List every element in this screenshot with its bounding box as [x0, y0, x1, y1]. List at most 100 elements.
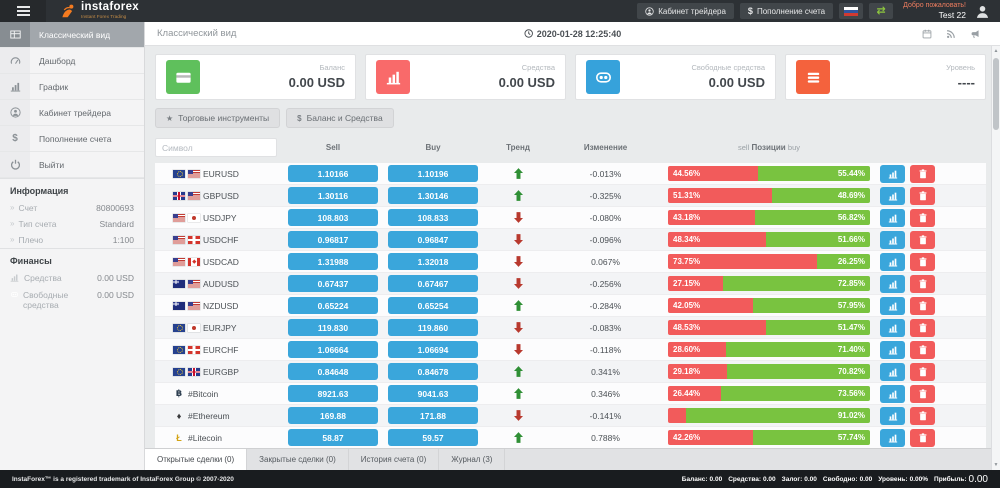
power-icon	[0, 152, 30, 177]
chart-button[interactable]	[880, 406, 905, 425]
chart-button[interactable]	[880, 230, 905, 249]
sell-price-button[interactable]: 1.06664	[288, 341, 378, 358]
chart-button[interactable]	[880, 186, 905, 205]
sell-price-button[interactable]: 0.65224	[288, 297, 378, 314]
chart-button[interactable]	[880, 296, 905, 315]
delete-button[interactable]	[910, 252, 935, 271]
language-flag-button[interactable]	[839, 3, 864, 19]
sidebar-item-chart[interactable]: График	[0, 74, 144, 100]
delete-button[interactable]	[910, 384, 935, 403]
trader-cabinet-button[interactable]: Кабинет трейдера	[637, 3, 734, 19]
tab-open-trades[interactable]: Открытые сделки (0)	[145, 449, 248, 470]
chevron-right-icon: »	[10, 203, 15, 212]
sidebar-item-logout[interactable]: Выйти	[0, 152, 144, 178]
sell-price-button[interactable]: 0.96817	[288, 231, 378, 248]
sell-price-button[interactable]: 58.87	[288, 429, 378, 446]
account-switch-button[interactable]: ⇄	[869, 3, 894, 19]
delete-button[interactable]	[910, 230, 935, 249]
table-header: Sell Buy Тренд Изменение sell Позиции bu…	[155, 136, 986, 163]
buy-price-button[interactable]: 0.96847	[388, 231, 478, 248]
delete-button[interactable]	[910, 362, 935, 381]
footer-totals: Баланс: 0.00 Средства: 0.00 Залог: 0.00 Свобод…	[682, 474, 988, 485]
buy-price-button[interactable]: 119.860	[388, 319, 478, 336]
sell-price-button[interactable]: 1.10166	[288, 165, 378, 182]
sidebar-item-dashboard[interactable]: Дашборд	[0, 48, 144, 74]
chart-button[interactable]	[880, 274, 905, 293]
sidebar-item-deposit[interactable]: $ Пополнение счета	[0, 126, 144, 152]
sidebar-item-trader-cabinet[interactable]: Кабинет трейдера	[0, 100, 144, 126]
avatar[interactable]	[975, 4, 990, 19]
bitcoin-icon: ฿	[175, 388, 183, 398]
chevron-right-icon: »	[10, 219, 15, 228]
sidebar-item-label: Кабинет трейдера	[39, 107, 111, 118]
delete-button[interactable]	[910, 164, 935, 183]
symbol-cell: EURJPY	[155, 323, 283, 333]
instaforex-logo[interactable]: instaforex Instant Forex Trading	[46, 2, 139, 20]
rss-icon[interactable]	[946, 29, 956, 39]
tab-account-history[interactable]: История счета (0)	[349, 449, 440, 470]
scroll-up-icon[interactable]: ▲	[993, 48, 999, 54]
delete-button[interactable]	[910, 406, 935, 425]
sell-price-button[interactable]: 169.88	[288, 407, 378, 424]
megaphone-icon[interactable]	[970, 29, 980, 39]
balance-funds-button[interactable]: $ Баланс и Средства	[286, 108, 394, 128]
sell-price-button[interactable]: 108.803	[288, 209, 378, 226]
symbol-search-input[interactable]	[155, 138, 277, 157]
buy-price-button[interactable]: 0.67467	[388, 275, 478, 292]
chart-button[interactable]	[880, 428, 905, 447]
chart-button[interactable]	[880, 164, 905, 183]
table-row: ♦ #Ethereum 169.88 171.88 -0.141% 91.02%	[155, 405, 986, 427]
sidebar-info-section: Информация » Счет 80800693» Тип счета Standa…	[0, 178, 144, 248]
buy-price-button[interactable]: 59.57	[388, 429, 478, 446]
sell-price-button[interactable]: 0.84648	[288, 363, 378, 380]
delete-button[interactable]	[910, 186, 935, 205]
change-value: 0.341%	[591, 366, 620, 377]
sidebar-item-classic-view[interactable]: Классический вид	[0, 22, 144, 48]
chart-button[interactable]	[880, 252, 905, 271]
sell-price-button[interactable]: 1.30116	[288, 187, 378, 204]
trading-instruments-button[interactable]: ★ Торговые инструменты	[155, 108, 281, 128]
vertical-scrollbar[interactable]: ▲ ▼	[991, 46, 1000, 470]
footer-total-label: Баланс:	[681, 475, 708, 483]
sell-price-button[interactable]: 1.31988	[288, 253, 378, 270]
chart-button[interactable]	[880, 318, 905, 337]
tab-closed-trades[interactable]: Закрытые сделки (0)	[247, 449, 349, 470]
buy-price-button[interactable]: 1.32018	[388, 253, 478, 270]
datetime-label: 2020-01-28 12:25:40	[536, 28, 622, 39]
scrollbar-thumb[interactable]	[993, 58, 999, 130]
symbol-column-header	[155, 138, 283, 157]
sell-price-button[interactable]: 0.67437	[288, 275, 378, 292]
tab-journal[interactable]: Журнал (3)	[439, 449, 506, 470]
flag-us-icon	[188, 191, 200, 200]
delete-button[interactable]	[910, 318, 935, 337]
buy-price-button[interactable]: 9041.63	[388, 385, 478, 402]
delete-button[interactable]	[910, 274, 935, 293]
trend-cell	[483, 168, 553, 179]
scroll-down-icon[interactable]: ▼	[993, 462, 999, 468]
delete-button[interactable]	[910, 296, 935, 315]
chart-button[interactable]	[880, 362, 905, 381]
buy-price-button[interactable]: 1.10196	[388, 165, 478, 182]
chart-button[interactable]	[880, 340, 905, 359]
calendar-icon[interactable]	[922, 29, 932, 39]
table-row: NZDUSD 0.65224 0.65254 -0.284% 42.05% 57.95%	[155, 295, 986, 317]
delete-button[interactable]	[910, 208, 935, 227]
buy-price-button[interactable]: 171.88	[388, 407, 478, 424]
buy-price-button[interactable]: 1.06694	[388, 341, 478, 358]
chart-button[interactable]	[880, 208, 905, 227]
trend-up-icon	[513, 366, 523, 377]
sell-price-button[interactable]: 119.830	[288, 319, 378, 336]
delete-button[interactable]	[910, 340, 935, 359]
buy-price-button[interactable]: 0.84678	[388, 363, 478, 380]
delete-button[interactable]	[910, 428, 935, 447]
deposit-button[interactable]: $ Пополнение счета	[739, 3, 834, 19]
buy-price-button[interactable]: 1.30146	[388, 187, 478, 204]
card-label: Средства	[521, 62, 555, 72]
chart-button[interactable]	[880, 384, 905, 403]
menu-icon[interactable]	[0, 0, 46, 22]
trend-cell	[483, 366, 553, 377]
buy-price-button[interactable]: 108.833	[388, 209, 478, 226]
sell-price-button[interactable]: 8921.63	[288, 385, 378, 402]
buy-price-button[interactable]: 0.65254	[388, 297, 478, 314]
card-text: Средства 0.00 USD	[499, 63, 555, 92]
